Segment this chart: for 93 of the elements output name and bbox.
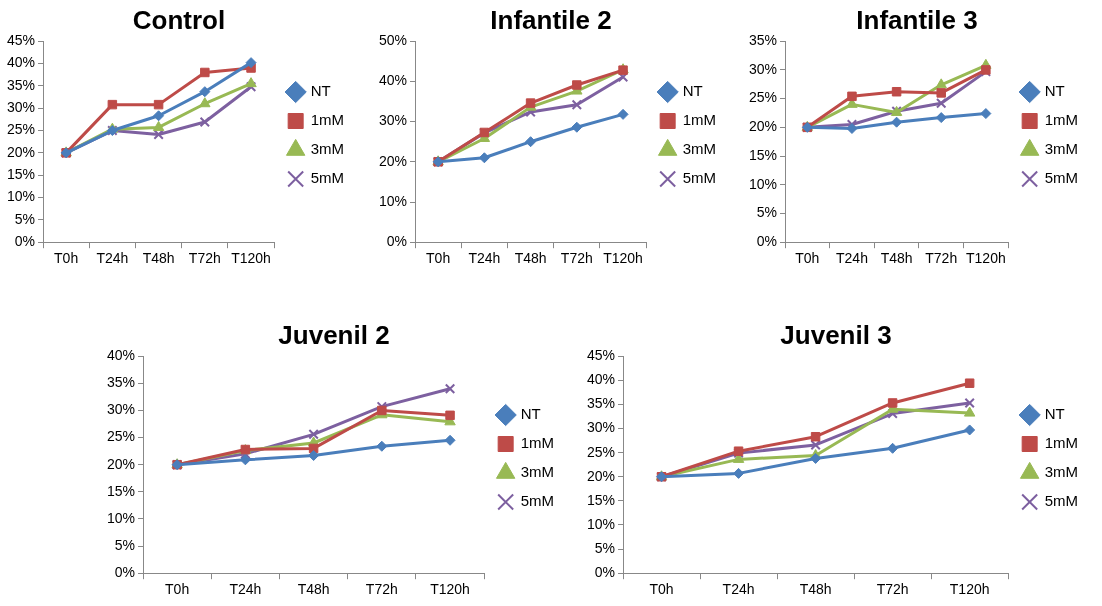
y-tick-label: 35%	[6, 76, 36, 93]
x-tick-label: T72h	[925, 250, 958, 267]
y-tick-label: 15%	[106, 482, 136, 499]
y-tick-label: 5%	[14, 210, 36, 227]
y-tick-label: 20%	[748, 118, 778, 135]
y-tick-label: 5%	[594, 539, 616, 556]
x-tick-label: T24h	[468, 250, 501, 267]
x-tick-label: T120h	[231, 250, 271, 267]
chart-title: Juvenil 3	[780, 319, 892, 350]
legend-label: NT	[682, 82, 703, 100]
y-tick-label: 10%	[106, 509, 136, 526]
y-tick-label: 20%	[586, 467, 616, 484]
y-tick-label: 5%	[756, 204, 778, 221]
y-tick-label: 0%	[14, 233, 36, 250]
legend-label: NT	[520, 405, 541, 423]
y-tick-label: 25%	[748, 89, 778, 106]
y-tick-label: 30%	[6, 99, 36, 116]
y-tick-label: 10%	[748, 175, 778, 192]
chart-title: Infantile 3	[856, 4, 978, 35]
legend-label: 5mM	[1044, 492, 1079, 510]
chart-title: Juvenil 2	[278, 319, 390, 350]
y-tick-label: 25%	[6, 121, 36, 138]
y-tick-label: 30%	[378, 112, 408, 129]
legend-label: 1mM	[520, 434, 555, 452]
y-tick-label: 15%	[6, 166, 36, 183]
y-tick-label: 10%	[586, 515, 616, 532]
y-tick-label: 30%	[106, 401, 136, 418]
x-tick-label: T48h	[514, 250, 547, 267]
x-tick-label: T0h	[649, 581, 674, 598]
legend-label: 3mM	[682, 140, 717, 158]
x-tick-label: T24h	[722, 581, 755, 598]
x-tick-label: T120h	[966, 250, 1006, 267]
y-tick-label: 40%	[586, 371, 616, 388]
legend-label: 5mM	[682, 169, 717, 187]
y-tick-label: 25%	[106, 428, 136, 445]
legend-label: 5mM	[310, 169, 345, 187]
chart-title: Infantile 2	[490, 4, 612, 35]
legend-label: 3mM	[1044, 140, 1079, 158]
x-tick-label: T72h	[188, 250, 221, 267]
y-tick-label: 10%	[378, 192, 408, 209]
y-tick-label: 15%	[748, 146, 778, 163]
x-tick-label: T0h	[165, 581, 190, 598]
legend-label: 1mM	[1044, 111, 1079, 129]
y-tick-label: 15%	[586, 491, 616, 508]
legend-label: 5mM	[520, 492, 555, 510]
x-tick-label: T48h	[297, 581, 330, 598]
x-tick-label: T120h	[603, 250, 643, 267]
y-tick-label: 40%	[106, 347, 136, 364]
x-tick-label: T48h	[142, 250, 175, 267]
y-tick-label: 5%	[114, 536, 136, 553]
y-tick-label: 20%	[6, 143, 36, 160]
x-tick-label: T72h	[365, 581, 398, 598]
chart-title: Control	[132, 4, 226, 35]
y-tick-label: 45%	[6, 32, 36, 49]
legend-label: 3mM	[1044, 463, 1079, 481]
legend-label: NT	[1044, 82, 1065, 100]
x-tick-label: T0h	[54, 250, 79, 267]
x-tick-label: T72h	[560, 250, 593, 267]
legend-label: 1mM	[682, 111, 717, 129]
x-tick-label: T120h	[430, 581, 470, 598]
y-tick-label: 30%	[748, 60, 778, 77]
y-tick-label: 50%	[378, 32, 408, 49]
y-tick-label: 30%	[586, 419, 616, 436]
legend-label: 3mM	[310, 140, 345, 158]
legend-label: NT	[310, 82, 331, 100]
x-tick-label: T48h	[880, 250, 913, 267]
y-tick-label: 0%	[594, 564, 616, 581]
x-tick-label: T24h	[96, 250, 129, 267]
x-tick-label: T72h	[876, 581, 909, 598]
x-tick-label: T0h	[426, 250, 451, 267]
y-tick-label: 45%	[586, 347, 616, 364]
y-tick-label: 35%	[106, 374, 136, 391]
legend-label: 1mM	[1044, 434, 1079, 452]
legend-label: 1mM	[310, 111, 345, 129]
y-tick-label: 40%	[6, 54, 36, 71]
y-tick-label: 0%	[386, 233, 408, 250]
y-tick-label: 20%	[378, 152, 408, 169]
legend-label: NT	[1044, 405, 1065, 423]
y-tick-label: 35%	[748, 32, 778, 49]
y-tick-label: 25%	[586, 443, 616, 460]
y-tick-label: 10%	[6, 188, 36, 205]
x-tick-label: T48h	[799, 581, 832, 598]
y-tick-label: 20%	[106, 455, 136, 472]
x-tick-label: T24h	[836, 250, 868, 267]
x-tick-label: T120h	[949, 581, 990, 598]
y-tick-label: 35%	[586, 395, 616, 412]
y-tick-label: 0%	[756, 233, 778, 250]
y-tick-label: 0%	[114, 564, 136, 581]
legend-label: 5mM	[1044, 169, 1079, 187]
legend-label: 3mM	[520, 463, 555, 481]
x-tick-label: T0h	[795, 250, 820, 267]
y-tick-label: 40%	[378, 72, 408, 89]
x-tick-label: T24h	[229, 581, 262, 598]
